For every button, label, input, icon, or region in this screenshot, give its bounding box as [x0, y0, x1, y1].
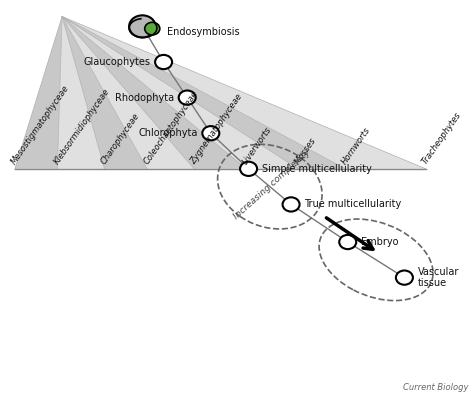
Text: Rhodophyta: Rhodophyta: [115, 93, 174, 102]
Text: Increasing complexity: Increasing complexity: [232, 148, 312, 221]
Polygon shape: [62, 17, 194, 169]
Text: Embryo: Embryo: [361, 237, 399, 247]
Circle shape: [129, 15, 155, 37]
Circle shape: [155, 55, 172, 69]
Text: Vascular
tissue: Vascular tissue: [418, 267, 459, 289]
Circle shape: [202, 126, 219, 141]
Text: True multicellularity: True multicellularity: [304, 199, 401, 210]
Text: Endosymbiosis: Endosymbiosis: [167, 27, 240, 37]
Text: Klebsormidiophyceae: Klebsormidiophyceae: [52, 87, 111, 166]
Polygon shape: [62, 17, 298, 169]
Circle shape: [339, 235, 356, 249]
Text: Tracheophytes: Tracheophytes: [420, 110, 464, 166]
Circle shape: [145, 22, 160, 35]
Text: Glaucophytes: Glaucophytes: [83, 57, 150, 67]
Polygon shape: [62, 17, 147, 169]
Text: Liverworts: Liverworts: [241, 125, 273, 166]
Circle shape: [396, 270, 413, 285]
Circle shape: [240, 162, 257, 176]
Polygon shape: [62, 17, 426, 169]
Text: Simple multicellularity: Simple multicellularity: [262, 164, 372, 174]
Text: Mosses: Mosses: [293, 135, 318, 166]
Text: Mesostigmatophyceae: Mesostigmatophyceae: [10, 83, 72, 166]
Polygon shape: [62, 17, 346, 169]
Polygon shape: [57, 17, 105, 169]
Polygon shape: [62, 17, 246, 169]
Circle shape: [283, 197, 300, 212]
Polygon shape: [15, 17, 62, 169]
Text: Current Biology: Current Biology: [402, 384, 468, 392]
Text: Zygnematophyceae: Zygnematophyceae: [189, 92, 245, 166]
Circle shape: [179, 91, 196, 105]
Text: Chlorophyta: Chlorophyta: [138, 128, 198, 138]
Text: Hornworts: Hornworts: [340, 125, 373, 166]
Text: Charophyceae: Charophyceae: [100, 111, 142, 166]
Text: Coleochaetophyceae: Coleochaetophyceae: [142, 89, 200, 166]
